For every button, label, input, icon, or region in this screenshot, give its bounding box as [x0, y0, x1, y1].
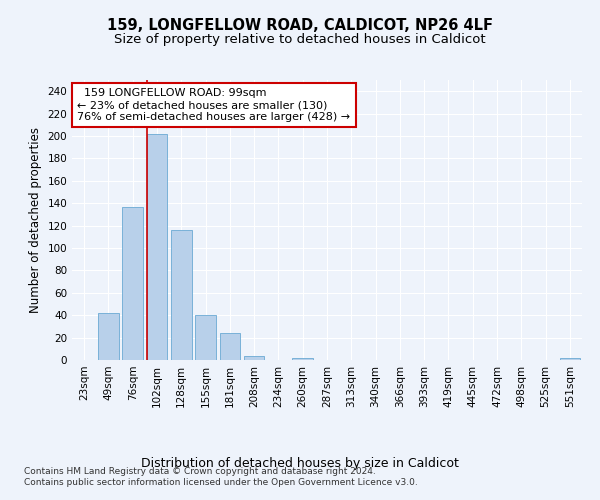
Text: Contains public sector information licensed under the Open Government Licence v3: Contains public sector information licen… — [24, 478, 418, 487]
Bar — [292, 358, 313, 360]
Text: Size of property relative to detached houses in Caldicot: Size of property relative to detached ho… — [114, 32, 486, 46]
Bar — [560, 358, 580, 360]
Text: 159 LONGFELLOW ROAD: 99sqm
← 23% of detached houses are smaller (130)
76% of sem: 159 LONGFELLOW ROAD: 99sqm ← 23% of deta… — [77, 88, 350, 122]
Bar — [171, 230, 191, 360]
Bar — [195, 315, 216, 360]
Text: Distribution of detached houses by size in Caldicot: Distribution of detached houses by size … — [141, 458, 459, 470]
Bar — [220, 333, 240, 360]
Y-axis label: Number of detached properties: Number of detached properties — [29, 127, 42, 313]
Bar — [98, 313, 119, 360]
Bar — [146, 134, 167, 360]
Text: 159, LONGFELLOW ROAD, CALDICOT, NP26 4LF: 159, LONGFELLOW ROAD, CALDICOT, NP26 4LF — [107, 18, 493, 32]
Bar — [122, 206, 143, 360]
Text: Contains HM Land Registry data © Crown copyright and database right 2024.: Contains HM Land Registry data © Crown c… — [24, 467, 376, 476]
Bar — [244, 356, 265, 360]
